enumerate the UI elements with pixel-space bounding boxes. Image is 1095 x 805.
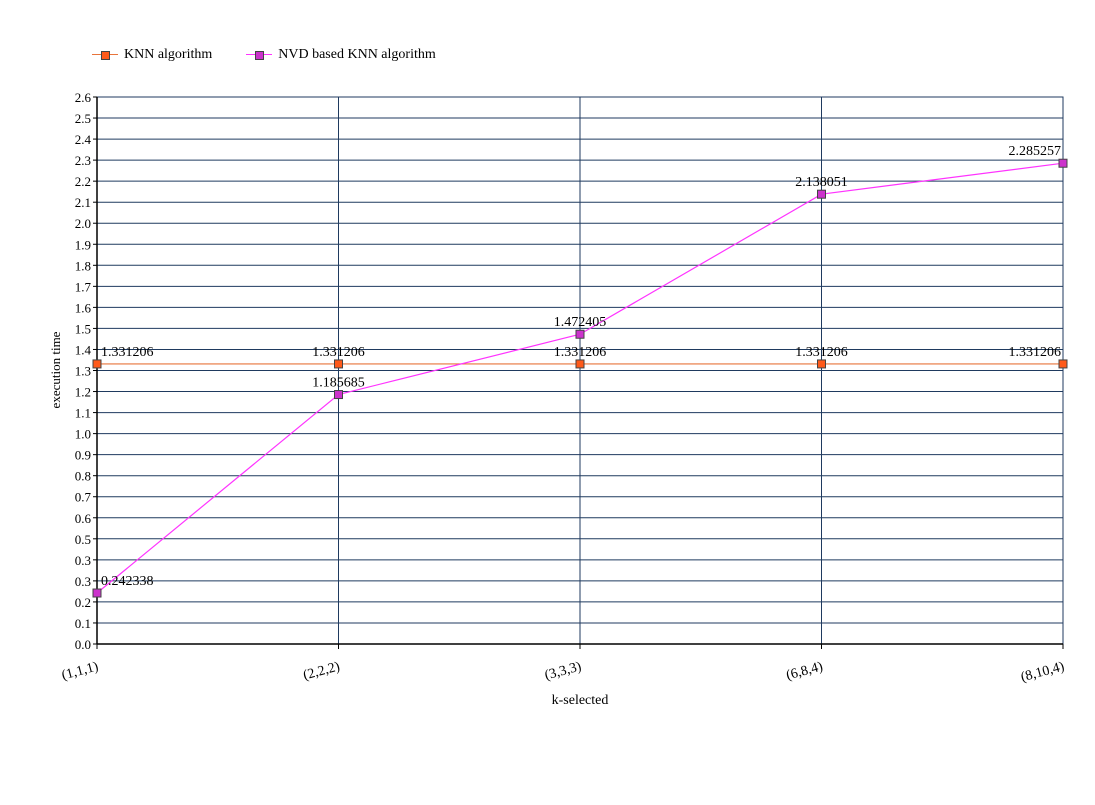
series-layer: 1.331206 1.331206 1.331206 1.331206 1.331206… <box>92 144 1068 598</box>
data-label-nvd-knn: 1.472405 <box>554 315 607 330</box>
data-label-knn: 1.331206 <box>795 345 848 360</box>
data-point-knn <box>1058 359 1068 369</box>
y-tick-label: 0.0 <box>75 637 91 652</box>
data-label-nvd-knn: 2.138051 <box>795 175 848 190</box>
y-tick-label: 0.9 <box>75 448 91 463</box>
y-tick-label: 1.4 <box>75 342 92 357</box>
legend-label-knn: KNN algorithm <box>124 47 213 62</box>
x-tick-label: (2,2,2) <box>302 659 342 683</box>
y-tick-label: 2.6 <box>75 90 92 105</box>
data-label-knn: 1.331206 <box>101 345 154 360</box>
y-tick-label: 0.5 <box>75 532 91 547</box>
data-point-nvd-knn <box>817 189 826 199</box>
y-tick-label: 1.9 <box>75 237 91 252</box>
data-point-nvd-knn <box>1058 158 1068 168</box>
x-axis-label: k-selected <box>552 693 609 708</box>
y-tick-label: 1.8 <box>75 258 91 273</box>
data-label-nvd-knn: 1.185685 <box>312 376 365 391</box>
data-point-nvd-knn <box>334 390 343 400</box>
y-tick-label: 2.2 <box>75 174 91 189</box>
x-tick-label: (1,1,1) <box>60 659 100 683</box>
y-tick-label: 1.2 <box>75 385 91 400</box>
y-tick-label: 0.7 <box>75 490 92 505</box>
y-tick-label: 1.3 <box>75 364 91 379</box>
legend-item-nvd-knn: NVD based KNN algorithm <box>246 47 436 63</box>
data-label-knn: 1.331206 <box>554 345 607 360</box>
x-tick-label: (8,10,4) <box>1019 659 1066 685</box>
y-tick-label: 1.1 <box>75 406 91 421</box>
data-point-knn <box>817 359 826 369</box>
y-tick-label: 0.3 <box>75 574 91 589</box>
data-label-nvd-knn: 0.242338 <box>101 574 154 589</box>
legend-item-knn: KNN algorithm <box>92 47 212 63</box>
data-point-nvd-knn <box>575 329 585 339</box>
y-tick-label: 1.5 <box>75 321 91 336</box>
data-point-knn <box>92 359 102 369</box>
data-label-nvd-knn: 2.285257 <box>1009 144 1062 159</box>
y-tick-label: 0.8 <box>75 469 91 484</box>
y-tick-label: 2.1 <box>75 195 91 210</box>
legend: KNN algorithm NVD based KNN algorithm <box>92 47 436 63</box>
x-tick-label: (6,8,4) <box>785 659 825 683</box>
y-tick-label: 2.3 <box>75 153 91 168</box>
y-tick-label: 1.6 <box>75 300 92 315</box>
y-tick-label: 2.0 <box>75 216 91 231</box>
y-axis-ticks: 0.0 0.1 0.2 0.3 0.3 0.5 0.6 0.7 0.8 0.9 1.0 1.1 1.2 1… <box>75 90 97 652</box>
x-tick-label: (3,3,3) <box>543 659 583 683</box>
y-axis-label: execution time <box>48 331 63 408</box>
legend-swatch-knn <box>92 49 118 61</box>
grid <box>96 96 1064 645</box>
y-tick-label: 1.0 <box>75 427 91 442</box>
data-point-knn <box>334 359 343 369</box>
x-axis-ticks: (1,1,1) (2,2,2) (3,3,3) (6,8,4) (8,10,4) <box>60 644 1066 685</box>
y-tick-label: 0.6 <box>75 511 92 526</box>
legend-swatch-nvd-knn <box>246 49 273 61</box>
y-tick-label: 0.3 <box>75 553 91 568</box>
data-label-knn: 1.331206 <box>312 345 365 360</box>
y-tick-label: 2.4 <box>75 132 92 147</box>
y-tick-label: 1.7 <box>75 279 92 294</box>
legend-label-nvd-knn: NVD based KNN algorithm <box>278 47 436 62</box>
y-tick-label: 2.5 <box>75 111 91 126</box>
data-point-nvd-knn <box>92 588 102 598</box>
y-tick-label: 0.1 <box>75 616 91 631</box>
y-tick-label: 0.2 <box>75 595 91 610</box>
data-point-knn <box>575 359 585 369</box>
data-label-knn: 1.331206 <box>1009 345 1062 360</box>
